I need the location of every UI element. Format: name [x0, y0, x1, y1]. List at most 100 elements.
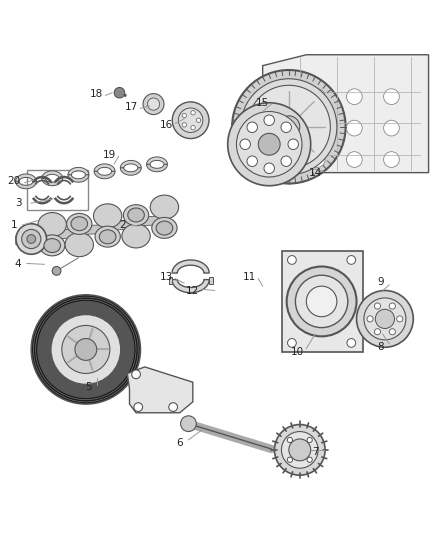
Circle shape [114, 87, 125, 98]
Circle shape [148, 98, 159, 110]
Circle shape [272, 120, 288, 136]
Circle shape [309, 89, 325, 104]
Circle shape [309, 152, 325, 167]
Circle shape [364, 298, 406, 340]
Polygon shape [147, 164, 167, 172]
Circle shape [191, 110, 195, 115]
Text: 19: 19 [103, 150, 117, 160]
Ellipse shape [39, 235, 65, 256]
Circle shape [389, 303, 396, 309]
Circle shape [288, 256, 296, 264]
Polygon shape [16, 235, 31, 245]
Ellipse shape [99, 230, 116, 244]
Circle shape [264, 163, 275, 174]
Ellipse shape [150, 195, 179, 219]
Circle shape [258, 133, 280, 155]
Circle shape [31, 295, 141, 404]
Text: 13: 13 [160, 272, 173, 282]
Circle shape [357, 290, 413, 348]
Polygon shape [68, 175, 89, 182]
Circle shape [237, 111, 302, 177]
Text: 4: 4 [15, 260, 21, 269]
Circle shape [169, 403, 177, 411]
Circle shape [247, 156, 258, 166]
Circle shape [228, 103, 311, 185]
Polygon shape [172, 260, 209, 273]
Circle shape [288, 338, 296, 348]
Text: 3: 3 [15, 198, 21, 208]
Circle shape [289, 439, 311, 461]
Circle shape [75, 338, 97, 360]
Circle shape [367, 316, 373, 322]
Polygon shape [15, 181, 36, 189]
Ellipse shape [67, 213, 92, 235]
Polygon shape [94, 164, 115, 171]
Polygon shape [79, 224, 108, 235]
Circle shape [272, 89, 288, 104]
Text: 12: 12 [186, 286, 199, 295]
Circle shape [306, 286, 337, 317]
Circle shape [307, 438, 312, 442]
Circle shape [384, 152, 399, 167]
Text: 1: 1 [11, 220, 17, 230]
Text: 11: 11 [243, 272, 256, 282]
Circle shape [397, 316, 403, 322]
Circle shape [240, 139, 251, 149]
Ellipse shape [65, 233, 93, 257]
Circle shape [281, 122, 291, 133]
Circle shape [51, 314, 121, 384]
Circle shape [272, 152, 288, 167]
Text: 15: 15 [256, 98, 269, 108]
Circle shape [62, 326, 110, 374]
Polygon shape [127, 367, 193, 413]
Circle shape [182, 114, 187, 118]
Polygon shape [263, 55, 428, 173]
Polygon shape [120, 160, 141, 168]
Ellipse shape [156, 221, 173, 235]
Polygon shape [108, 220, 136, 230]
Polygon shape [136, 216, 164, 226]
Circle shape [389, 329, 396, 335]
Circle shape [347, 338, 356, 348]
Circle shape [275, 425, 325, 475]
Circle shape [232, 70, 346, 183]
Circle shape [278, 116, 300, 138]
Text: 2: 2 [120, 220, 126, 230]
Polygon shape [42, 171, 63, 179]
Circle shape [287, 438, 293, 442]
Circle shape [247, 122, 258, 133]
Circle shape [143, 94, 164, 115]
Bar [27, 171, 88, 210]
Circle shape [347, 256, 356, 264]
Circle shape [196, 118, 201, 123]
Circle shape [38, 302, 134, 398]
Circle shape [247, 85, 330, 168]
Circle shape [180, 416, 196, 432]
Circle shape [374, 329, 381, 335]
Circle shape [295, 275, 348, 328]
Circle shape [172, 102, 209, 139]
Ellipse shape [93, 204, 122, 228]
Text: 20: 20 [7, 176, 20, 187]
Polygon shape [147, 157, 167, 164]
Circle shape [288, 139, 298, 149]
Circle shape [346, 152, 362, 167]
Polygon shape [15, 174, 36, 181]
Text: 14: 14 [308, 168, 321, 177]
Ellipse shape [128, 208, 145, 222]
Text: 9: 9 [377, 277, 384, 287]
Circle shape [178, 108, 203, 133]
Circle shape [241, 79, 337, 175]
Circle shape [374, 303, 381, 309]
Circle shape [264, 115, 275, 125]
Circle shape [346, 120, 362, 136]
Bar [283, 251, 363, 352]
Circle shape [346, 89, 362, 104]
Circle shape [27, 235, 35, 244]
Ellipse shape [122, 224, 150, 248]
Circle shape [21, 229, 41, 248]
Polygon shape [120, 168, 141, 175]
Text: 18: 18 [90, 89, 103, 99]
Polygon shape [172, 280, 209, 293]
Polygon shape [52, 229, 79, 239]
